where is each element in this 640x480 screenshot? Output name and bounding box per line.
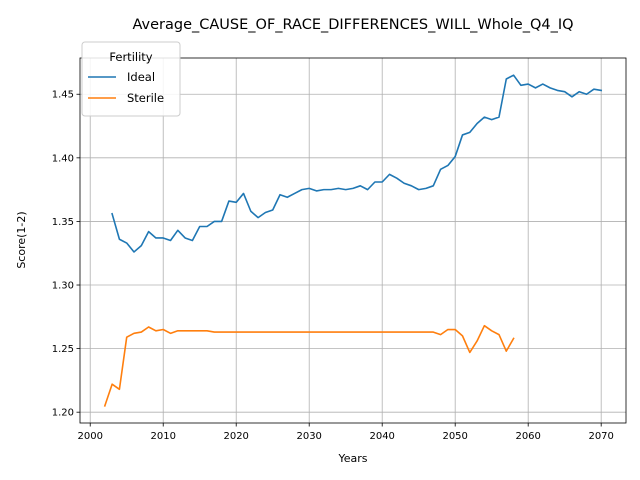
series-line-ideal (111, 74, 603, 253)
x-tick-label: 2020 (223, 431, 248, 442)
legend-label-sterile: Sterile (127, 91, 164, 105)
legend: Fertility Ideal Sterile (81, 41, 181, 117)
grid-lines (80, 58, 626, 423)
legend-label-ideal: Ideal (127, 70, 155, 84)
y-axis-ticks: 1.20 1.25 1.30 1.35 1.40 1.45 (52, 90, 80, 419)
x-axis-ticks: 2000 2010 2020 2030 2040 2050 2060 2070 (77, 423, 614, 442)
y-tick-label: 1.45 (52, 90, 74, 101)
plot-frame (79, 57, 627, 424)
x-tick-label: 2030 (296, 431, 321, 442)
x-tick-label: 2000 (77, 431, 102, 442)
y-axis-label: Score(1-2) (15, 211, 28, 268)
x-tick-label: 2060 (515, 431, 540, 442)
y-tick-label: 1.35 (52, 217, 74, 228)
y-tick-label: 1.30 (52, 281, 74, 292)
x-tick-label: 2050 (442, 431, 467, 442)
y-tick-label: 1.25 (52, 344, 74, 355)
y-tick-label: 1.40 (52, 153, 74, 164)
x-axis-label: Years (337, 452, 367, 465)
x-tick-label: 2070 (588, 431, 613, 442)
series-line-sterile (103, 324, 515, 407)
x-tick-label: 2010 (150, 431, 175, 442)
chart-title: Average_CAUSE_OF_RACE_DIFFERENCES_WILL_W… (132, 17, 573, 33)
series-layer (103, 74, 603, 407)
y-tick-label: 1.20 (52, 408, 74, 419)
x-tick-label: 2040 (369, 431, 394, 442)
legend-title: Fertility (109, 50, 152, 64)
